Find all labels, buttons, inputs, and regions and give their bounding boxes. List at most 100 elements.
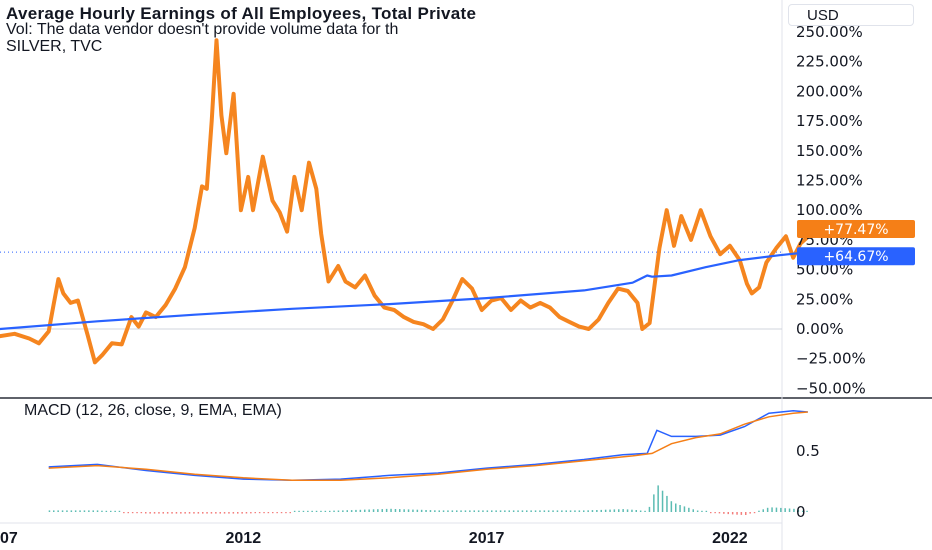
macd-histogram-bar (180, 512, 182, 514)
macd-histogram-bar (609, 509, 611, 512)
macd-histogram-bar (219, 512, 221, 514)
currency-selector[interactable]: USD (788, 4, 914, 26)
macd-histogram-bar (193, 512, 195, 514)
macd-histogram-bar (88, 510, 90, 512)
macd-histogram-bar (272, 512, 274, 514)
macd-histogram-bar (696, 510, 699, 512)
macd-histogram-bar (442, 510, 445, 512)
macd-histogram-bar (184, 512, 186, 514)
macd-histogram-bar (250, 512, 252, 514)
macd-histogram-bar (364, 509, 366, 512)
macd-histogram-bar (232, 512, 235, 514)
macd-histogram-bar (569, 510, 572, 512)
macd-histogram-bar (197, 512, 200, 514)
macd-histogram-bar (591, 510, 594, 512)
macd-histogram-bar (342, 510, 344, 512)
macd-histogram-bar (670, 501, 673, 512)
macd-histogram-bar (701, 510, 703, 512)
macd-histogram-bar (254, 512, 256, 514)
macd-histogram-bar (679, 505, 681, 512)
macd-histogram-bar (223, 512, 226, 514)
macd-histogram-bar (749, 512, 751, 514)
macd-tick-label: 0 (796, 503, 806, 521)
y-tick-label: 250.00% (796, 23, 863, 41)
macd-line (48, 409, 808, 482)
macd-histogram-bar (307, 510, 309, 512)
macd-histogram-bar (552, 510, 554, 512)
macd-indicator-label[interactable]: MACD (12, 26, close, 9, EMA, EMA) (24, 402, 282, 419)
macd-histogram-bar (136, 512, 138, 514)
macd-histogram-bar (162, 512, 164, 514)
macd-histogram-bar (512, 510, 515, 512)
macd-histogram-bar (714, 512, 716, 514)
macd-histogram-bar (372, 509, 375, 512)
macd-histogram-bar (114, 510, 116, 512)
macd-histogram-bar (543, 510, 546, 512)
macd-histogram-bar (285, 512, 287, 514)
macd-histogram-bar (723, 512, 725, 514)
macd-histogram-bar (79, 510, 81, 512)
macd-histogram-bar (74, 510, 77, 512)
macd-histogram-bar (416, 509, 419, 512)
y-tick-label: 200.00% (796, 82, 863, 100)
silver-series-line (0, 38, 810, 365)
macd-histogram-bar (740, 512, 743, 515)
y-tick-label: 150.00% (796, 142, 863, 160)
macd-histogram-bar (131, 512, 134, 514)
macd-histogram-bar (565, 510, 567, 512)
macd-histogram-bar (639, 510, 642, 512)
macd-histogram-bar (547, 510, 550, 512)
macd-histogram-bar (635, 510, 637, 512)
macd-histogram-bar (399, 509, 401, 512)
macd-histogram-bar (626, 509, 629, 512)
macd-histogram-bar (556, 510, 559, 512)
macd-histogram-bar (210, 512, 213, 514)
y-tick-label: 25.00% (796, 290, 853, 308)
y-tick-label: −25.00% (796, 350, 866, 368)
macd-histogram-bar (788, 508, 791, 512)
y-tick-label: 175.00% (796, 112, 863, 130)
macd-histogram-bar (202, 512, 204, 514)
macd-histogram-bar (166, 512, 169, 514)
macd-histogram-bar (101, 510, 103, 512)
macd-histogram-bar (758, 510, 760, 512)
macd-histogram-bar (145, 512, 147, 514)
y-tick-label: 225.00% (796, 53, 863, 71)
macd-histogram-bar (215, 512, 217, 514)
macd-histogram-bar (477, 510, 480, 512)
signal-line (48, 411, 808, 482)
macd-histogram-bar (631, 509, 633, 512)
macd-histogram-bar (710, 512, 712, 514)
macd-histogram-bar (780, 507, 782, 512)
macd-histogram-bar (793, 508, 795, 512)
macd-histogram-bar (92, 510, 94, 512)
macd-histogram-bar (534, 510, 537, 512)
compare-symbol[interactable]: SILVER, TVC (6, 38, 103, 55)
macd-histogram-bar (105, 510, 108, 512)
macd-histogram-bar (237, 512, 239, 514)
macd-histogram-bar (368, 509, 370, 512)
price-badge (797, 247, 915, 266)
macd-histogram-bar (574, 510, 576, 512)
macd-histogram-bar (666, 495, 668, 512)
macd-histogram-bar (657, 485, 659, 512)
macd-histogram-bar (425, 510, 427, 512)
macd-histogram-bar (149, 512, 151, 514)
macd-histogram-bar (420, 509, 423, 512)
macd-histogram-bar (600, 509, 602, 512)
macd-histogram-bar (705, 510, 708, 512)
macd-histogram-bar (526, 510, 528, 512)
macd-histogram-bar (324, 510, 327, 512)
earnings-series-line (0, 251, 809, 331)
macd-histogram-bar (561, 510, 563, 512)
macd-histogram-bar (302, 510, 305, 512)
macd-histogram-bar (644, 510, 646, 512)
price-badge-label: +77.47% (823, 222, 888, 238)
macd-histogram-bar (355, 509, 357, 512)
macd-histogram-bar (315, 510, 318, 512)
volume-note: Vol: The data vendor doesn't provide vol… (6, 21, 399, 38)
macd-histogram-bar (350, 510, 353, 512)
x-tick-label: 2007 (0, 530, 18, 547)
macd-tick-label: 0.5 (796, 442, 820, 460)
